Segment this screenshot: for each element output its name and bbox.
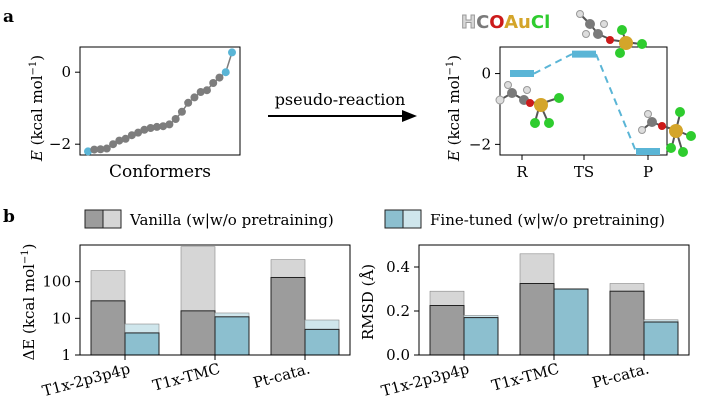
arrow-head	[402, 110, 417, 122]
legend-fine-label: Fine-tuned (w|w/o pretraining)	[430, 211, 665, 229]
atom-au-label: Au	[504, 12, 531, 33]
atom-o-label: O	[489, 12, 504, 33]
conformer-x-label: Conformers	[109, 162, 211, 182]
conformer-point	[134, 128, 143, 137]
bar-fine-tuned-with-pretraining	[214, 316, 250, 356]
reaction-x-tick-label: R	[516, 163, 528, 181]
bar-y-tick-label: 0.4	[386, 258, 410, 276]
bar-vanilla-with-pretraining	[519, 283, 555, 356]
atom-legend: HCOAuCl	[461, 12, 550, 33]
conformer-energy-plot: 0 −2 Conformers E (kcal mol−1)	[28, 46, 241, 182]
bar-fine-tuned-with-pretraining	[304, 328, 340, 356]
conformer-point	[165, 120, 174, 129]
legend-vanilla-label: Vanilla (w|w/o pretraining)	[129, 211, 334, 229]
bar-vanilla-with-pretraining	[180, 310, 216, 356]
bar-x-tick-label: T1x-2p3p4p	[379, 359, 471, 400]
conformer-highlight-point	[84, 147, 92, 156]
bar-fine-tuned-with-pretraining	[463, 317, 499, 356]
conformer-point	[184, 98, 193, 107]
molecule-transition-state-image	[576, 10, 647, 58]
conformer-point	[96, 145, 105, 154]
rmsd-y-label: RMSD (Å)	[359, 264, 377, 340]
conformer-point	[115, 136, 124, 145]
conformer-y-label: E (kcal mol−1)	[28, 55, 46, 162]
bar-fine-tuned-with-pretraining	[553, 288, 589, 356]
bar-x-tick-label: T1x-TMC	[490, 359, 561, 394]
reaction-profile-plot: 0 −2 R TS P E (kcal mol−1)	[445, 10, 696, 181]
rmsd-bar-chart: 0.0 0.2 0.4 T1x-2p3p4p T1x-TMC Pt-cata. RMSD …	[359, 244, 690, 400]
bar-vanilla-with-pretraining	[429, 305, 465, 356]
bar-y-tick-label: 10	[52, 309, 71, 327]
conformer-point	[177, 107, 186, 116]
bar-y-tick-label: 1	[61, 346, 71, 364]
reaction-y-label: E (kcal mol−1)	[445, 55, 463, 162]
energy-error-bars	[90, 246, 340, 356]
conformer-point	[215, 73, 224, 82]
atom-h-label: H	[461, 12, 476, 33]
reaction-connector	[595, 53, 637, 152]
conformer-point	[109, 140, 118, 149]
bar-x-tick-label: T1x-TMC	[151, 359, 222, 394]
panel-a-label: a	[3, 7, 14, 27]
reaction-x-tick-label: TS	[574, 163, 594, 181]
bar-vanilla-with-pretraining	[90, 300, 126, 356]
conformer-y-tick-label: 0	[61, 63, 71, 81]
arrow-label: pseudo-reaction	[275, 90, 406, 109]
legend-fine-with-swatch	[384, 209, 404, 229]
legend-vanilla-with-swatch	[84, 209, 104, 229]
bar-vanilla-with-pretraining	[609, 290, 645, 356]
bar-fine-tuned-with-pretraining	[643, 321, 679, 356]
conformer-point	[202, 86, 211, 95]
energy-error-y-label: ΔE (kcal mol−1)	[20, 243, 38, 360]
conformer-highlight-point	[221, 68, 230, 77]
reaction-x-tick-label: P	[643, 163, 653, 181]
conformer-point	[121, 134, 130, 143]
molecule-product-image	[638, 107, 696, 157]
bar-vanilla-with-pretraining	[270, 276, 306, 356]
bar-fine-tuned-with-pretraining	[124, 332, 160, 356]
conformer-point	[209, 79, 218, 87]
atom-c-label: C	[476, 12, 489, 33]
atom-cl-label: Cl	[531, 12, 550, 33]
reaction-series	[510, 50, 660, 155]
legend: Vanilla (w|w/o pretraining) Fine-tuned (…	[84, 209, 665, 229]
rmsd-bars	[429, 253, 679, 356]
conformer-point	[146, 124, 155, 132]
conformer-point	[102, 144, 111, 153]
conformer-axes-frame	[79, 46, 241, 156]
bar-y-tick-label: 100	[42, 273, 71, 291]
conformer-highlight-point	[228, 48, 236, 57]
bar-x-tick-label: T1x-2p3p4p	[40, 359, 132, 400]
conformer-point	[190, 93, 199, 102]
legend-vanilla-without-swatch	[102, 209, 122, 229]
conformer-point	[152, 122, 161, 131]
bar-y-tick-label: 0.0	[386, 346, 410, 364]
reaction-y-tick-label: 0	[481, 65, 491, 83]
reaction-ticks: 0 −2 R TS P	[469, 65, 653, 181]
conformer-point	[140, 125, 149, 134]
molecule-reactant-image	[495, 81, 564, 128]
conformer-y-ticks: 0 −2	[49, 63, 80, 153]
conformer-point	[127, 131, 136, 140]
conformer-point	[159, 122, 168, 131]
conformer-point	[171, 115, 180, 123]
legend-fine-without-swatch	[402, 209, 422, 229]
conformer-energy-line	[87, 52, 233, 153]
bar-x-tick-label: Pt-cata.	[590, 359, 651, 391]
bar-x-tick-label: Pt-cata.	[251, 359, 312, 391]
conformer-point	[90, 145, 99, 154]
reaction-y-tick-label: −2	[469, 135, 491, 153]
conformer-point	[196, 88, 205, 96]
conformer-y-tick-label: −2	[49, 135, 71, 153]
reaction-connector	[533, 53, 573, 75]
panel-b-label: b	[3, 207, 15, 227]
pseudo-reaction-arrow: pseudo-reaction	[268, 90, 417, 122]
bar-y-tick-label: 0.2	[386, 302, 410, 320]
energy-error-bar-chart: 1 10 100 T1x-2p3p4p T1x-TMC Pt-cata. ΔE (kcal…	[20, 243, 351, 400]
conformer-series	[84, 48, 236, 156]
